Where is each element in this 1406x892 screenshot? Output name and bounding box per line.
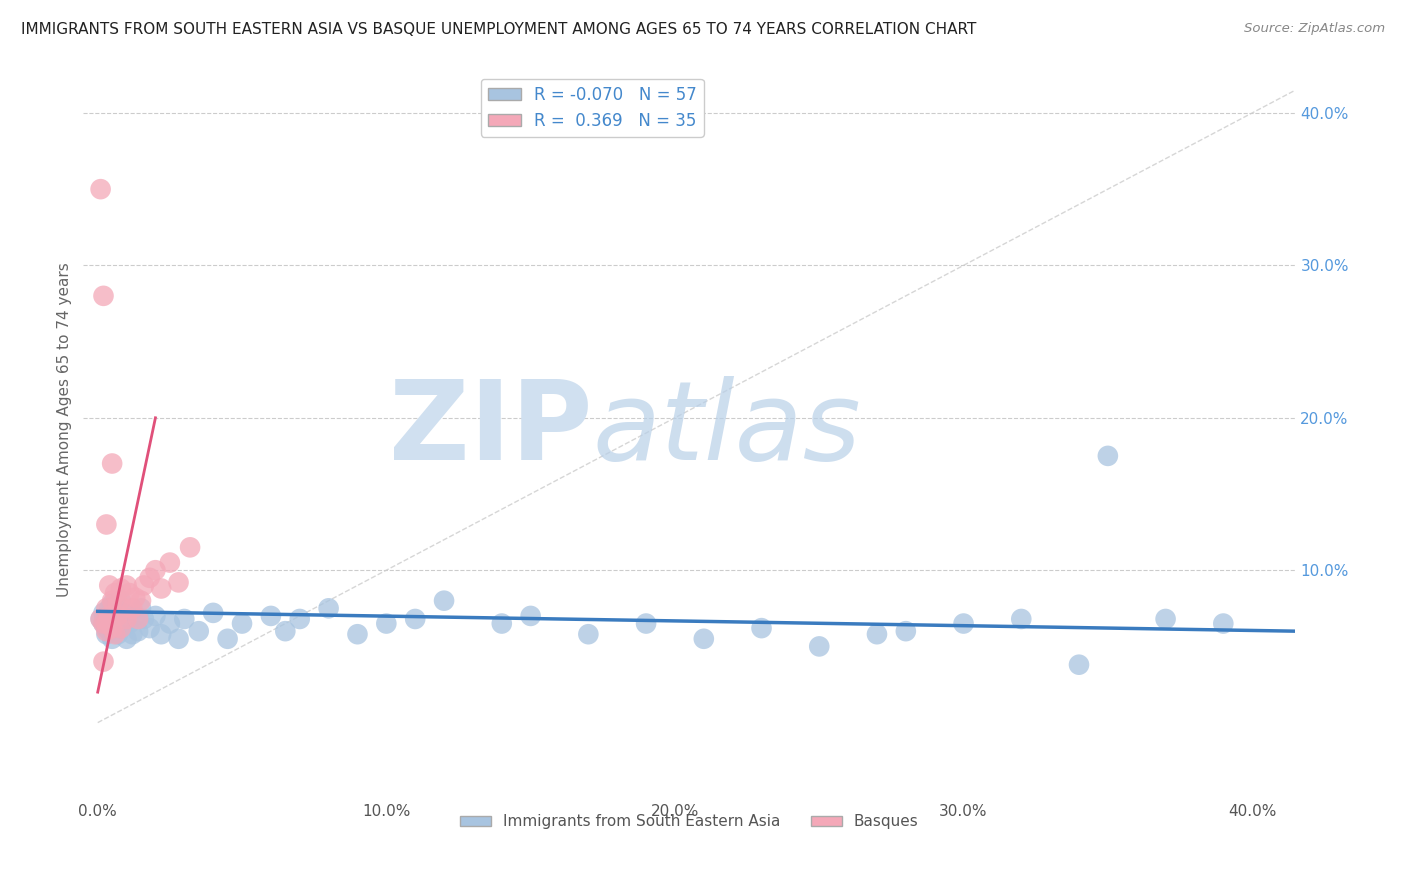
Point (132, 612, 155, 626)
Point (96, 517, 118, 532)
Point (952, 616, 974, 631)
Point (217, 632, 239, 646)
Point (751, 621, 773, 635)
Point (110, 621, 132, 635)
Point (118, 616, 141, 631)
Point (110, 582, 132, 596)
Point (318, 601, 340, 615)
Point (124, 591, 146, 605)
Point (346, 627, 368, 641)
Point (104, 586, 127, 600)
Point (110, 621, 132, 635)
Point (894, 624, 917, 639)
Point (129, 601, 152, 615)
Point (107, 597, 129, 611)
Point (104, 627, 127, 641)
Point (274, 624, 297, 639)
Point (115, 578, 138, 592)
Point (138, 571, 160, 585)
Point (150, 582, 173, 596)
Point (1097, 449, 1119, 463)
Point (115, 612, 138, 626)
Point (93, 289, 115, 303)
Point (519, 609, 541, 624)
Point (93, 655, 115, 669)
Point (288, 612, 311, 626)
Point (118, 586, 141, 600)
Point (121, 601, 143, 615)
Point (260, 609, 283, 624)
Point (90, 612, 112, 626)
Point (808, 640, 831, 654)
Point (101, 597, 124, 611)
Point (98, 601, 121, 615)
Y-axis label: Unemployment Among Ages 65 to 74 years: Unemployment Among Ages 65 to 74 years (58, 262, 72, 597)
Point (112, 601, 135, 615)
Text: atlas: atlas (592, 376, 860, 483)
Point (173, 612, 195, 626)
Point (159, 556, 181, 570)
Point (101, 593, 124, 607)
Point (1067, 657, 1090, 672)
Point (101, 621, 124, 635)
Point (145, 563, 167, 577)
Point (115, 632, 138, 646)
Point (1010, 612, 1032, 626)
Point (1154, 612, 1177, 626)
Point (96, 621, 118, 635)
Point (129, 593, 152, 607)
Legend: Immigrants from South Eastern Asia, Basques: Immigrants from South Eastern Asia, Basq… (454, 808, 925, 836)
Point (98, 609, 121, 624)
Point (112, 606, 135, 620)
Point (121, 627, 143, 641)
Point (96, 616, 118, 631)
Point (167, 632, 190, 646)
Point (96, 609, 118, 624)
Point (576, 627, 599, 641)
Point (404, 612, 426, 626)
Point (107, 609, 129, 624)
Point (90, 612, 112, 626)
Point (375, 616, 398, 631)
Point (115, 612, 138, 626)
Point (636, 616, 658, 631)
Point (179, 541, 201, 555)
Point (1212, 616, 1234, 631)
Point (491, 616, 513, 631)
Point (187, 624, 209, 639)
Point (167, 575, 190, 590)
Point (93, 616, 115, 631)
Point (138, 621, 160, 635)
Point (96, 601, 118, 615)
Text: IMMIGRANTS FROM SOUTH EASTERN ASIA VS BASQUE UNEMPLOYMENT AMONG AGES 65 TO 74 YE: IMMIGRANTS FROM SOUTH EASTERN ASIA VS BA… (21, 22, 976, 37)
Point (101, 457, 124, 471)
Point (107, 627, 129, 641)
Point (104, 616, 127, 631)
Point (145, 609, 167, 624)
Point (202, 606, 225, 620)
Point (93, 606, 115, 620)
Point (693, 632, 716, 646)
Point (132, 578, 155, 592)
Point (110, 593, 132, 607)
Point (127, 612, 149, 626)
Point (101, 632, 124, 646)
Point (150, 627, 173, 641)
Point (98, 624, 121, 639)
Point (96, 627, 118, 641)
Text: Source: ZipAtlas.com: Source: ZipAtlas.com (1244, 22, 1385, 36)
Point (93, 616, 115, 631)
Point (231, 616, 253, 631)
Point (98, 578, 121, 592)
Point (124, 609, 146, 624)
Point (96, 624, 118, 639)
Point (90, 182, 112, 196)
Point (159, 616, 181, 631)
Point (866, 627, 889, 641)
Text: ZIP: ZIP (389, 376, 592, 483)
Point (107, 609, 129, 624)
Point (433, 593, 456, 607)
Point (127, 624, 149, 639)
